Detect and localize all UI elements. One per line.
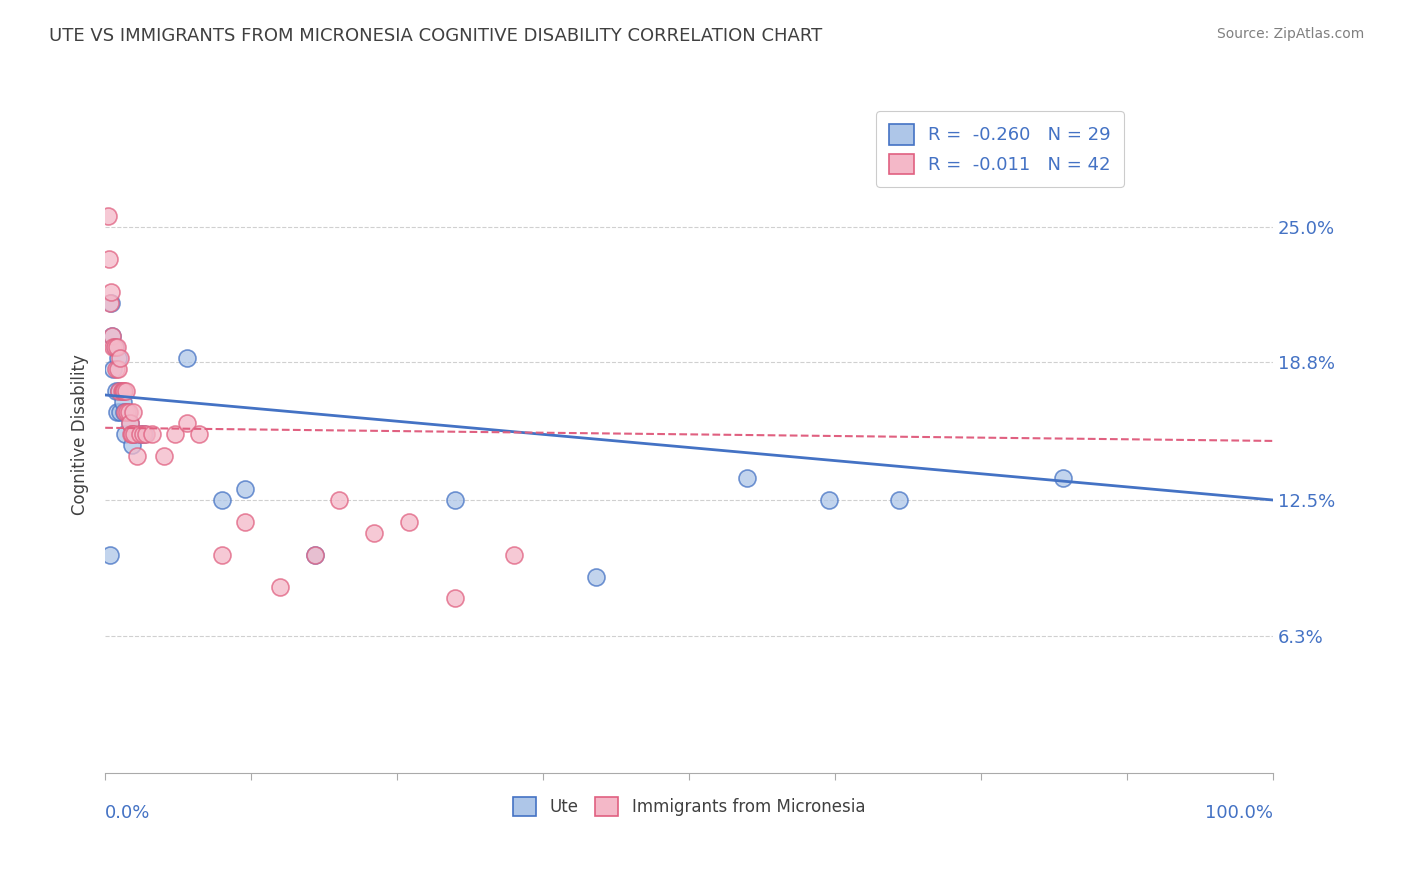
Point <box>444 591 467 606</box>
Point <box>111 384 134 398</box>
Point <box>114 427 136 442</box>
Point <box>110 351 132 365</box>
Point <box>117 405 139 419</box>
Point <box>141 427 163 442</box>
Point <box>502 548 524 562</box>
Point <box>135 427 157 442</box>
Point <box>118 417 141 431</box>
Point <box>398 515 420 529</box>
Point <box>585 569 607 583</box>
Point <box>117 405 139 419</box>
Point <box>111 394 134 409</box>
Point <box>112 384 135 398</box>
Point <box>131 427 153 442</box>
Point <box>124 427 146 442</box>
Point <box>101 329 124 343</box>
Point <box>121 427 143 442</box>
Point <box>103 361 125 376</box>
Point <box>363 525 385 540</box>
Point <box>444 493 467 508</box>
Point <box>118 417 141 431</box>
Point <box>121 438 143 452</box>
Point <box>233 515 256 529</box>
Point <box>304 548 326 562</box>
Text: 100.0%: 100.0% <box>1205 804 1272 822</box>
Text: Source: ZipAtlas.com: Source: ZipAtlas.com <box>1216 27 1364 41</box>
Point <box>98 548 121 562</box>
Point <box>233 482 256 496</box>
Point <box>115 384 138 398</box>
Point <box>887 493 910 508</box>
Point <box>132 427 155 442</box>
Point <box>818 493 841 508</box>
Point <box>737 471 759 485</box>
Point <box>103 340 125 354</box>
Point <box>1052 471 1074 485</box>
Point <box>122 405 145 419</box>
Text: 0.0%: 0.0% <box>105 804 150 822</box>
Point <box>108 384 131 398</box>
Y-axis label: Cognitive Disability: Cognitive Disability <box>72 354 89 515</box>
Point <box>129 427 152 442</box>
Point <box>110 384 132 398</box>
Point <box>96 209 118 223</box>
Point <box>176 417 198 431</box>
Point <box>328 493 350 508</box>
Point <box>97 252 120 267</box>
Point <box>103 340 125 354</box>
Legend: Ute, Immigrants from Micronesia: Ute, Immigrants from Micronesia <box>506 790 872 822</box>
Point <box>129 427 152 442</box>
Point <box>105 340 128 354</box>
Point <box>304 548 326 562</box>
Point <box>98 296 121 310</box>
Point <box>100 285 122 300</box>
Point <box>104 384 127 398</box>
Point <box>176 351 198 365</box>
Point <box>101 329 124 343</box>
Point <box>103 340 125 354</box>
Point <box>104 361 127 376</box>
Point <box>269 581 291 595</box>
Point <box>105 405 128 419</box>
Point <box>120 427 142 442</box>
Text: UTE VS IMMIGRANTS FROM MICRONESIA COGNITIVE DISABILITY CORRELATION CHART: UTE VS IMMIGRANTS FROM MICRONESIA COGNIT… <box>49 27 823 45</box>
Point <box>152 449 174 463</box>
Point <box>211 493 233 508</box>
Point <box>110 405 132 419</box>
Point <box>107 361 129 376</box>
Point <box>117 405 139 419</box>
Point <box>100 296 122 310</box>
Point <box>125 449 148 463</box>
Point <box>165 427 187 442</box>
Point <box>124 427 146 442</box>
Point <box>114 405 136 419</box>
Point <box>112 405 135 419</box>
Point <box>187 427 209 442</box>
Point <box>211 548 233 562</box>
Point <box>107 351 129 365</box>
Point <box>108 384 131 398</box>
